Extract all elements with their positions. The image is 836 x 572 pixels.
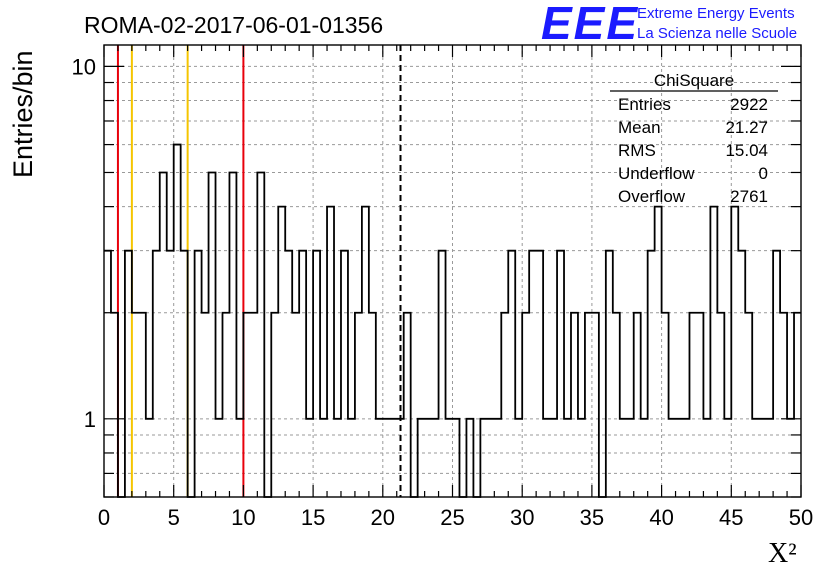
- x-tick-label: 5: [168, 505, 180, 530]
- x-tick-label: 35: [580, 505, 604, 530]
- stats-value-mean: 21.27: [725, 118, 768, 137]
- y-tick-label: 1: [84, 407, 96, 432]
- x-tick-label: 50: [789, 505, 813, 530]
- stats-box: ChiSquare Entries 2922 Mean 21.27 RMS 15…: [610, 71, 778, 206]
- stats-value-entries: 2922: [730, 95, 768, 114]
- x-tick-label: 10: [231, 505, 255, 530]
- x-tick-label: 40: [649, 505, 673, 530]
- x-tick-label: 30: [510, 505, 534, 530]
- y-axis-label: Entries/bin: [8, 50, 38, 178]
- x-tick-label: 0: [98, 505, 110, 530]
- x-tick-label: 25: [440, 505, 464, 530]
- chart-title: ROMA-02-2017-06-01-01356: [84, 12, 383, 38]
- axis-ticks: [103, 45, 802, 498]
- stats-value-underflow: 0: [759, 164, 768, 183]
- tick-labels: 0 5 10 15 20 25 30 35 40 45 50 1 10: [72, 54, 814, 530]
- stats-label-mean: Mean: [618, 118, 661, 137]
- stats-value-overflow: 2761: [730, 187, 768, 206]
- histogram-series: [104, 143, 801, 498]
- stats-label-overflow: Overflow: [618, 187, 686, 206]
- x-tick-label: 20: [371, 505, 395, 530]
- eee-logo: EEE Extreme Energy Events La Scienza nel…: [541, 0, 797, 49]
- stats-label-underflow: Underflow: [618, 164, 695, 183]
- stats-value-rms: 15.04: [725, 141, 768, 160]
- stats-label-rms: RMS: [618, 141, 656, 160]
- logo-line-2: La Scienza nelle Scuole: [637, 25, 797, 42]
- vertical-markers: [116, 45, 402, 497]
- x-axis-label: X²: [768, 538, 797, 569]
- eee-logo-mark: EEE: [541, 0, 639, 49]
- stats-title: ChiSquare: [654, 71, 734, 90]
- y-tick-label: 10: [72, 54, 96, 79]
- stats-label-entries: Entries: [618, 95, 671, 114]
- x-tick-label: 45: [719, 505, 743, 530]
- x-tick-label: 15: [301, 505, 325, 530]
- logo-line-1: Extreme Energy Events: [637, 5, 795, 22]
